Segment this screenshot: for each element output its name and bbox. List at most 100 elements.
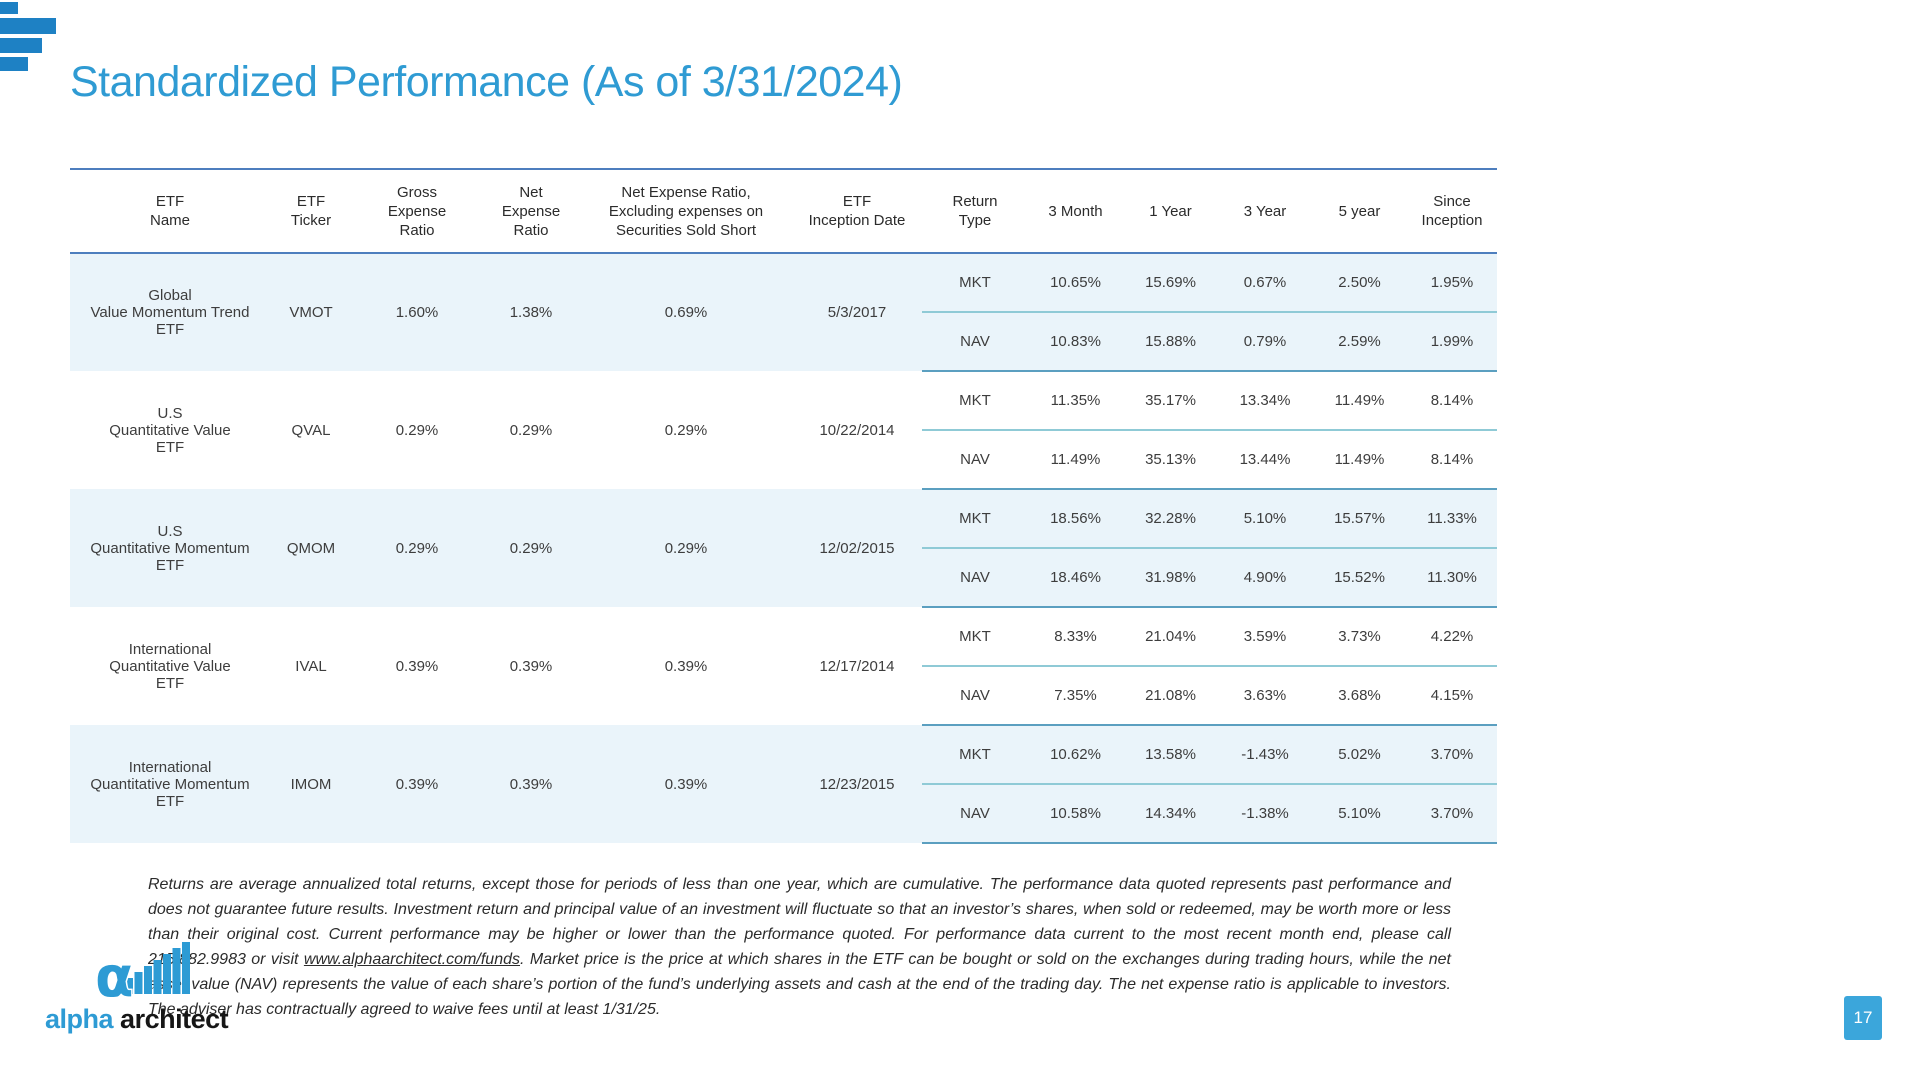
cell-return-type: NAV — [922, 548, 1028, 608]
cell-3year: 13.34% — [1218, 371, 1312, 431]
cell-return-type: MKT — [922, 253, 1028, 313]
cell-etf-name: Global Value Momentum Trend ETF — [70, 253, 270, 371]
cell-5year: 11.49% — [1312, 430, 1407, 490]
cell-1year: 15.88% — [1123, 312, 1218, 372]
cell-etf-name: International Quantitative Momentum ETF — [70, 725, 270, 843]
cell-3year: 5.10% — [1218, 489, 1312, 549]
table-row: NAV 18.46% 31.98% 4.90% 15.52% 11.30% — [70, 548, 1497, 608]
funds-link[interactable]: www.alphaarchitect.com/funds — [303, 951, 520, 968]
cell-3month: 10.62% — [1028, 725, 1123, 785]
table-row: Global Value Momentum Trend ETF VMOT 1.6… — [70, 253, 1497, 371]
cell-since-inception: 4.22% — [1407, 607, 1497, 667]
cell-1year: 21.08% — [1123, 666, 1218, 726]
cell-5year: 11.49% — [1312, 371, 1407, 431]
cell-5year: 3.73% — [1312, 607, 1407, 667]
cell-3month: 11.49% — [1028, 430, 1123, 490]
cell-inception-date: 10/22/2014 — [819, 421, 895, 439]
cell-5year: 2.50% — [1312, 253, 1407, 313]
cell-etf-ticker: VMOT — [270, 253, 352, 371]
cell-1year: 32.28% — [1123, 489, 1218, 549]
col-header-3year: 3 Year — [1218, 169, 1312, 254]
cell-1year: 21.04% — [1123, 607, 1218, 667]
cell-5year: 15.52% — [1312, 548, 1407, 608]
cell-gross-expense: 0.29% — [352, 489, 482, 607]
cell-since-inception: 8.14% — [1407, 430, 1497, 490]
cell-inception-date: 5/3/2017 — [792, 253, 922, 371]
col-header-since-inception: Since Inception — [1407, 169, 1497, 254]
col-header-net-expense-excl: Net Expense Ratio, Excluding expenses on… — [580, 169, 792, 254]
cell-3year: 4.90% — [1218, 548, 1312, 608]
cell-etf-name: International Quantitative Value ETF — [109, 640, 231, 692]
table-row: NAV 7.35% 21.08% 3.63% 3.68% 4.15% — [70, 666, 1497, 726]
cell-gross-expense: 0.39% — [395, 657, 439, 675]
cell-5year: 5.02% — [1312, 725, 1407, 785]
cell-3year: 3.63% — [1218, 666, 1312, 726]
cell-1year: 15.69% — [1123, 253, 1218, 313]
col-header-etf-name: ETF Name — [70, 169, 270, 254]
col-header-return-type: Return Type — [922, 169, 1028, 254]
cell-since-inception: 11.33% — [1407, 489, 1497, 549]
cell-net-expense-excl: 0.29% — [664, 421, 708, 439]
table-header-row: ETF Name ETF Ticker Gross Expense Ratio … — [70, 169, 1497, 254]
cell-since-inception: 3.70% — [1407, 784, 1497, 844]
cell-net-expense: 0.29% — [482, 489, 580, 607]
cell-since-inception: 11.30% — [1407, 548, 1497, 608]
table-row: U.S Quantitative Value ETF QVAL 0.29% 0.… — [70, 371, 1497, 456]
cell-return-type: NAV — [922, 430, 1028, 490]
cell-since-inception: 3.70% — [1407, 725, 1497, 785]
svg-text:α: α — [95, 945, 133, 1000]
cell-net-expense-excl: 0.39% — [580, 725, 792, 843]
corner-bars-icon — [0, 0, 80, 80]
cell-return-type: NAV — [922, 666, 1028, 726]
cell-net-expense-excl: 0.69% — [580, 253, 792, 371]
cell-3year: 13.44% — [1218, 430, 1312, 490]
cell-3year: -1.38% — [1218, 784, 1312, 844]
col-header-etf-ticker: ETF Ticker — [270, 169, 352, 254]
cell-etf-ticker: QVAL — [291, 421, 331, 439]
cell-1year: 13.58% — [1123, 725, 1218, 785]
cell-net-expense: 0.39% — [509, 657, 553, 675]
cell-gross-expense: 0.39% — [352, 725, 482, 843]
cell-3year: 0.67% — [1218, 253, 1312, 313]
col-header-inception-date: ETF Inception Date — [792, 169, 922, 254]
cell-inception-date: 12/17/2014 — [819, 657, 895, 675]
table-row: NAV 11.49% 35.13% 13.44% 11.49% 8.14% — [70, 430, 1497, 490]
cell-3month: 18.56% — [1028, 489, 1123, 549]
cell-5year: 5.10% — [1312, 784, 1407, 844]
cell-gross-expense: 0.29% — [395, 421, 439, 439]
cell-return-type: MKT — [922, 607, 1028, 667]
cell-3month: 8.33% — [1028, 607, 1123, 667]
col-header-1year: 1 Year — [1123, 169, 1218, 254]
cell-etf-ticker: IVAL — [295, 657, 327, 675]
table-row: U.S Quantitative Momentum ETF QMOM 0.29%… — [70, 489, 1497, 607]
cell-inception-date: 12/02/2015 — [792, 489, 922, 607]
cell-5year: 15.57% — [1312, 489, 1407, 549]
cell-since-inception: 4.15% — [1407, 666, 1497, 726]
corner-bar-2 — [0, 18, 56, 34]
col-header-5year: 5 year — [1312, 169, 1407, 254]
cell-3month: 10.65% — [1028, 253, 1123, 313]
cell-return-type: NAV — [922, 784, 1028, 844]
cell-net-expense: 1.38% — [482, 253, 580, 371]
corner-bar-4 — [0, 57, 28, 71]
table-row: NAV 10.58% 14.34% -1.38% 5.10% 3.70% — [70, 784, 1497, 844]
cell-3month: 18.46% — [1028, 548, 1123, 608]
col-header-3month: 3 Month — [1028, 169, 1123, 254]
cell-etf-name: U.S Quantitative Momentum ETF — [70, 489, 270, 607]
cell-3month: 10.58% — [1028, 784, 1123, 844]
cell-net-expense-excl: 0.29% — [580, 489, 792, 607]
table-row: International Quantitative Momentum ETF … — [70, 725, 1497, 843]
page-number-badge: 17 — [1844, 996, 1882, 1040]
disclaimer-part1: Returns are average annualized total ret… — [148, 876, 1451, 968]
cell-since-inception: 8.14% — [1407, 371, 1497, 431]
cell-gross-expense: 1.60% — [352, 253, 482, 371]
cell-since-inception: 1.99% — [1407, 312, 1497, 372]
cell-1year: 31.98% — [1123, 548, 1218, 608]
cell-return-type: MKT — [922, 371, 1028, 431]
cell-5year: 2.59% — [1312, 312, 1407, 372]
cell-5year: 3.68% — [1312, 666, 1407, 726]
cell-etf-name: U.S Quantitative Value ETF — [109, 404, 231, 456]
cell-return-type: MKT — [922, 725, 1028, 785]
disclaimer-part2: . Market price is the price at which sha… — [148, 951, 1451, 1018]
